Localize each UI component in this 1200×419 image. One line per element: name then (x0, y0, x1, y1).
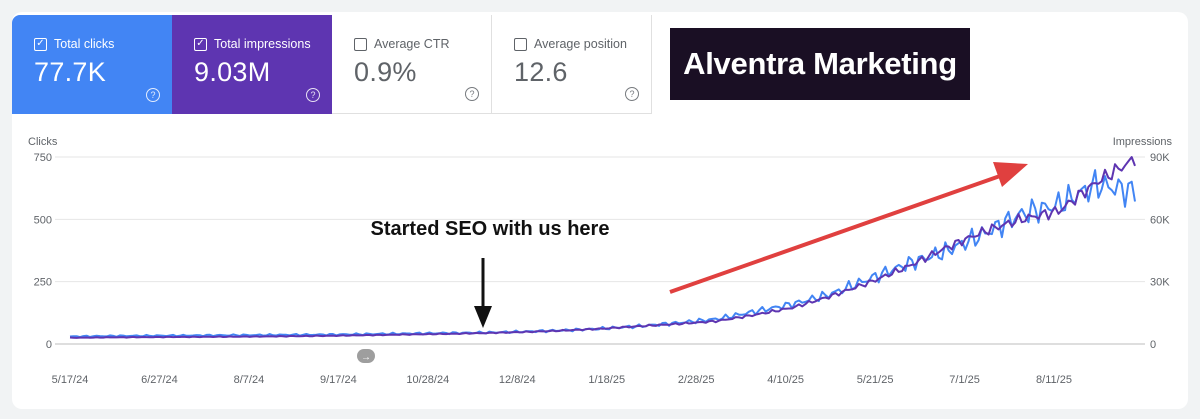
help-icon[interactable]: ? (465, 87, 479, 101)
x-tick-label: 10/28/24 (406, 374, 449, 386)
x-tick-label: 8/11/25 (1036, 374, 1072, 386)
arrow-right-icon: → (361, 352, 371, 363)
series-line (69, 169, 1136, 339)
left-axis-title: Clicks (28, 136, 58, 148)
series-line (69, 156, 1136, 339)
x-tick-label: 1/18/25 (588, 374, 625, 386)
trend-arrow-line (669, 174, 1001, 294)
metric-tiles: ✓ Total clicks 77.7K ? ✓ Total impressio… (12, 15, 652, 114)
metric-total-clicks[interactable]: ✓ Total clicks 77.7K ? (12, 15, 172, 114)
logo-text: Alventra Marketing (683, 46, 957, 81)
metric-average-ctr[interactable]: Average CTR 0.9% ? (332, 15, 492, 114)
checkbox-unchecked-icon[interactable] (354, 37, 367, 51)
metric-value: 12.6 (514, 57, 568, 87)
y-tick-label-right: 0 (1150, 339, 1156, 351)
x-tick-label: 5/21/25 (857, 374, 894, 386)
annotation-marker (357, 349, 375, 363)
x-tick-label: 12/8/24 (499, 374, 536, 386)
metric-label: Total impressions (214, 37, 311, 51)
metric-value: 77.7K (34, 57, 107, 87)
y-tick-label-left: 0 (46, 339, 52, 351)
checkbox-unchecked-icon[interactable] (514, 37, 527, 51)
metric-label: Total clicks (54, 37, 115, 51)
annotation-text: Started SEO with us here (371, 218, 610, 240)
x-tick-label: 4/10/25 (767, 374, 804, 386)
metric-average-position[interactable]: Average position 12.6 ? (492, 15, 652, 114)
metric-label: Average position (534, 37, 627, 51)
x-tick-label: 5/17/24 (52, 374, 89, 386)
brand-logo: Alventra Marketing (670, 28, 970, 100)
checkbox-checked-icon[interactable]: ✓ (194, 37, 207, 51)
y-tick-label-right: 30K (1150, 277, 1170, 289)
x-tick-label: 9/17/24 (320, 374, 357, 386)
y-tick-label-right: 60K (1150, 214, 1170, 226)
checkbox-checked-icon[interactable]: ✓ (34, 37, 47, 51)
y-tick-label-left: 500 (34, 214, 52, 226)
x-tick-label: 8/7/24 (234, 374, 265, 386)
metric-total-impressions[interactable]: ✓ Total impressions 9.03M ? (172, 15, 332, 114)
y-tick-label-left: 250 (34, 277, 52, 289)
y-tick-label-right: 90K (1150, 152, 1170, 164)
right-axis-title: Impressions (1113, 136, 1173, 148)
arrow-down-icon (474, 306, 492, 328)
help-icon[interactable]: ? (306, 88, 320, 102)
metric-label: Average CTR (374, 37, 450, 51)
metric-value: 0.9% (354, 57, 417, 87)
help-icon[interactable]: ? (146, 88, 160, 102)
metric-value: 9.03M (194, 57, 271, 87)
x-tick-label: 7/1/25 (949, 374, 980, 386)
x-tick-label: 6/27/24 (141, 374, 178, 386)
y-tick-label-left: 750 (34, 152, 52, 164)
trend-arrow-head-icon (993, 162, 1028, 187)
x-tick-label: 2/28/25 (678, 374, 715, 386)
help-icon[interactable]: ? (625, 87, 639, 101)
